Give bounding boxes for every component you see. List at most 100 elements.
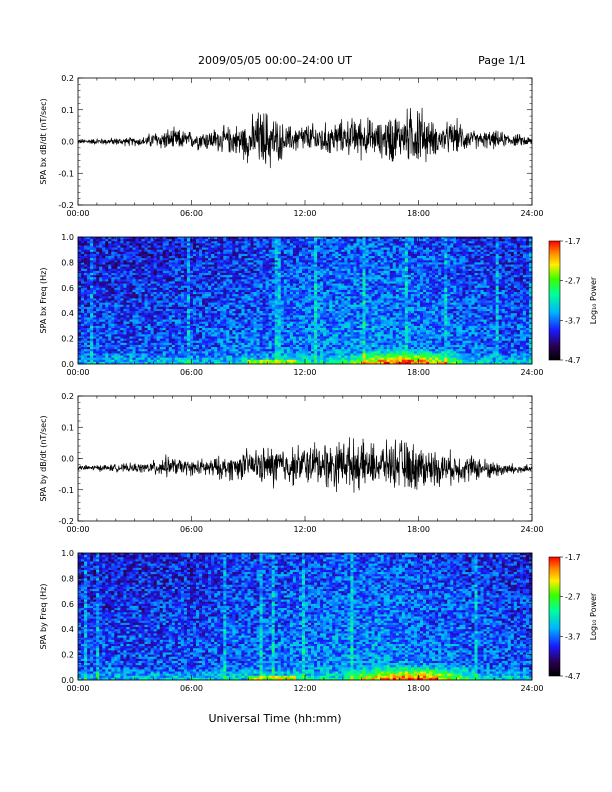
spectrogram-cell (153, 245, 157, 248)
spectrogram-cell (301, 262, 306, 265)
spectrogram-cell (189, 302, 194, 306)
spectrogram-cell (247, 357, 251, 361)
spectrogram-cell (308, 258, 312, 261)
spectrogram-cell (305, 279, 309, 282)
spectrogram-cell (135, 323, 139, 327)
spectrogram-cell (217, 285, 221, 289)
spectrogram-cell (259, 300, 263, 303)
spectrogram-cell (90, 270, 94, 274)
spectrogram-cell (78, 351, 82, 354)
spectrogram-cell (289, 241, 294, 244)
spectrogram-cell (320, 298, 324, 301)
spectrogram-cell (105, 268, 109, 272)
spectrogram-cell (102, 283, 106, 286)
spectrogram-cell (126, 325, 130, 329)
spectrogram-cell (211, 253, 215, 257)
spectrogram-cell (147, 334, 151, 337)
spectrogram-cell (174, 300, 179, 303)
spectrogram-cell (138, 247, 142, 250)
spectrogram-cell (135, 334, 139, 337)
spectrogram-cell (150, 272, 154, 276)
spectrogram-cell (196, 262, 200, 265)
spectrogram-cell (193, 351, 197, 354)
spectrogram-cell (117, 323, 121, 327)
spectrogram-cell (271, 251, 276, 255)
spectrogram-cell (117, 275, 121, 278)
spectrogram-cell (129, 285, 133, 289)
spectrogram-cell (87, 347, 91, 350)
spectrogram-cell (298, 319, 303, 322)
spectrogram-cell (208, 277, 212, 280)
spectrogram-cell (217, 338, 221, 342)
spectrogram-cell (183, 294, 188, 297)
spectrogram-cell (99, 351, 103, 354)
spectrogram-cell (108, 357, 112, 361)
spectrogram-cell (208, 241, 212, 244)
spectrogram-cell (202, 298, 206, 301)
spectrogram-cell (87, 330, 91, 333)
spectrogram-cell (308, 347, 312, 350)
spectrogram-cell (280, 277, 285, 280)
spectrogram-cell (96, 283, 100, 286)
spectrogram-cell (99, 311, 103, 314)
spectrogram-cell (156, 323, 161, 327)
spectrogram-cell (96, 306, 100, 310)
spectrogram-cell (308, 260, 312, 263)
spectrogram-cell (238, 243, 242, 246)
spectrogram-cell (177, 355, 182, 358)
spectrogram-cell (295, 332, 300, 335)
spectrogram-cell (177, 353, 182, 356)
spectrogram-cell (226, 268, 230, 272)
spectrogram-cell (135, 332, 139, 335)
spectrogram-cell (250, 237, 254, 240)
spectrogram-cell (123, 285, 127, 289)
spectrogram-cell (229, 241, 233, 244)
spectrogram-cell (108, 285, 112, 289)
spectrogram-cell (298, 344, 303, 348)
spectrogram-cell (186, 256, 191, 259)
spectrogram-cell (129, 338, 133, 342)
spectrogram-cell (211, 351, 215, 354)
spectrogram-cell (180, 300, 185, 303)
spectrogram-cell (265, 347, 269, 350)
spectrogram-cell (114, 351, 118, 354)
spectrogram-cell (105, 245, 109, 248)
spectrogram-cell (153, 323, 157, 327)
spectrogram-cell (147, 294, 151, 297)
spectrogram-cell (268, 266, 273, 270)
spectrogram-cell (247, 304, 251, 308)
spectrogram-cell (247, 251, 251, 255)
spectrogram-cell (78, 272, 82, 276)
spectrogram-cell (96, 319, 100, 322)
spectrogram-cell (314, 311, 318, 314)
spectrogram-cell (123, 262, 127, 265)
spectrogram-cell (132, 264, 136, 267)
spectrogram-cell (283, 275, 288, 278)
spectrogram-cell (180, 245, 185, 248)
spectrogram-cell (108, 281, 112, 284)
spectrogram-cell (289, 306, 294, 310)
spectrogram-cell (286, 340, 291, 344)
spectrogram-cell (286, 266, 291, 270)
spectrogram-cell (90, 317, 94, 320)
spectrogram-cell (108, 260, 112, 263)
spectrogram-cell (165, 249, 170, 253)
spectrogram-cell (123, 294, 127, 297)
spectrogram-cell (274, 311, 279, 314)
spectrogram-cell (301, 245, 306, 248)
spectrogram-cell (177, 270, 182, 274)
spectrogram-cell (105, 283, 109, 286)
spectrogram-cell (308, 321, 312, 325)
spectrogram-cell (123, 317, 127, 320)
spectrogram-cell (87, 292, 91, 295)
spectrogram-cell (193, 251, 197, 255)
spectrogram-cell (223, 260, 227, 263)
spectrogram-cell (135, 287, 139, 291)
spectrogram-cell (308, 266, 312, 270)
spectrogram-cell (259, 241, 263, 244)
spectrogram-cell (196, 308, 200, 312)
spectrogram-cell (105, 349, 109, 352)
spectrogram-cell (132, 311, 136, 314)
spectrogram-cell (81, 355, 85, 358)
spectrogram-cell (135, 294, 139, 297)
